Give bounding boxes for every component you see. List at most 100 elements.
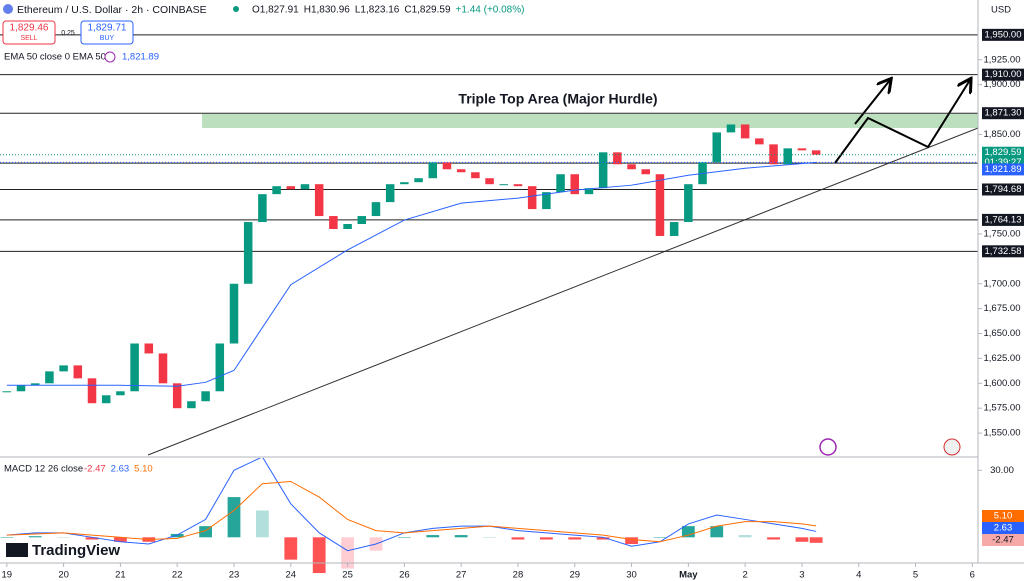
x-tick-label: May [679, 570, 698, 581]
price-marker-box [982, 163, 1024, 176]
x-tick-label: 30 [626, 570, 637, 581]
macd-macd-line [6, 458, 817, 552]
macd-histogram-bar [256, 510, 269, 538]
candle [471, 172, 480, 179]
candle [527, 186, 537, 210]
candle [726, 124, 736, 133]
buy-button[interactable] [80, 20, 134, 45]
macd-histogram-bar [483, 537, 496, 538]
candle [16, 385, 26, 392]
macd-histogram-bar [653, 537, 667, 538]
candle [258, 194, 267, 223]
flag-icon[interactable] [943, 438, 961, 456]
candle [556, 174, 565, 193]
indicator-label: EMA 50 close 0 EMA 50 [4, 52, 106, 63]
candle [59, 365, 68, 372]
candle [300, 184, 310, 190]
level-label: 1,950.00 [985, 29, 1022, 40]
macd-histogram-bar [426, 535, 440, 538]
chart-title: Ethereum / U.S. Dollar · 2h · COINBASE [17, 4, 207, 16]
y-tick-label: 1,850.00 [984, 129, 1021, 140]
y-tick-label: 1,625.00 [984, 353, 1021, 364]
candle [641, 169, 651, 175]
macd-histogram-bar [227, 497, 241, 538]
candle [30, 383, 40, 386]
candle [101, 395, 111, 404]
candle [755, 138, 764, 145]
candle [2, 391, 12, 393]
projection-arrow [854, 80, 890, 125]
event-icon[interactable] [819, 438, 837, 456]
macd-legend-value: 2.63 [111, 464, 130, 475]
x-tick-label: 2 [742, 570, 747, 581]
macd-histogram-bar [511, 537, 525, 540]
macd-histogram-bar [114, 537, 127, 542]
x-tick-label: 20 [58, 570, 69, 581]
macd-histogram-bar [539, 537, 553, 540]
candle [712, 132, 722, 163]
spread: 0.25 [61, 30, 75, 37]
header-stat: C1,829.59 [404, 5, 451, 16]
candle [144, 343, 154, 354]
macd-histogram-bar [454, 535, 468, 538]
price-marker-box [982, 146, 1024, 169]
candle [314, 184, 324, 217]
macd-histogram-bar [596, 537, 610, 540]
y-tick-label: 1,900.00 [984, 79, 1021, 90]
macd-legend-value: -2.47 [84, 464, 106, 475]
ema-line [6, 161, 817, 387]
candle [456, 169, 466, 173]
annotation: Triple Top Area (Major Hurdle) [458, 91, 657, 107]
candle [797, 148, 807, 151]
candle [329, 216, 338, 229]
y-tick-label: 1,675.00 [984, 303, 1021, 314]
x-tick-label: 21 [115, 570, 126, 581]
sell-price: 1,829.46 [10, 23, 49, 34]
macd-marker-label: 5.10 [994, 511, 1013, 522]
y-tick-label: 1,600.00 [984, 378, 1021, 389]
candle [87, 378, 97, 404]
candle [172, 383, 182, 409]
level-label: 1,794.68 [985, 184, 1022, 195]
candle [158, 353, 168, 384]
sell-button[interactable] [2, 20, 56, 45]
x-tick-label: 26 [399, 570, 410, 581]
candle [684, 184, 693, 223]
level-label-box [982, 213, 1024, 226]
header-stat: H1,830.96 [304, 5, 351, 16]
brand-logo [6, 543, 28, 557]
price-marker-label: 1,829.59 [985, 147, 1022, 158]
macd-histogram-bar [397, 537, 411, 538]
macd-marker-label: -2.47 [992, 535, 1014, 546]
candle [499, 184, 509, 186]
candle [400, 182, 409, 185]
buy-price: 1,829.71 [88, 23, 127, 34]
candle [343, 224, 352, 229]
header-stat: O1,827.91 [252, 5, 299, 16]
macd-histogram-bar [767, 537, 780, 540]
sell-label: SELL [20, 35, 37, 42]
candle [542, 192, 551, 210]
currency: USD [991, 5, 1011, 16]
level-label-box [982, 68, 1024, 81]
trendline [147, 127, 979, 456]
macd-histogram-bar [57, 537, 70, 538]
candle [357, 216, 367, 225]
macd-histogram-bar [795, 537, 809, 542]
level-label: 1,764.13 [985, 214, 1022, 225]
candle [243, 222, 253, 284]
candle [45, 371, 54, 384]
candle [740, 124, 750, 139]
macd-marker-box [982, 522, 1024, 534]
brand: TradingView [32, 542, 120, 559]
triple-top-zone [202, 114, 978, 128]
candle [627, 164, 636, 170]
macd-histogram-bar [28, 536, 42, 538]
x-tick-label: 5 [913, 570, 918, 581]
candle [73, 365, 83, 379]
candle [783, 148, 792, 165]
macd-marker-box [982, 510, 1024, 522]
macd-histogram-bar [341, 537, 354, 569]
candle [598, 152, 608, 189]
indicator-icon [104, 51, 116, 63]
